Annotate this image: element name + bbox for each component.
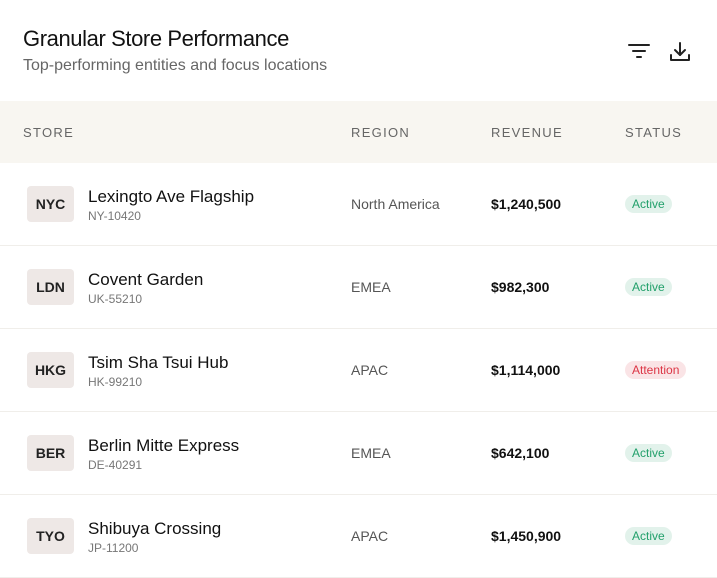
store-code: TYO: [27, 518, 74, 554]
store-id: HK-99210: [88, 375, 143, 389]
table-row[interactable]: BER Berlin Mitte Express DE-40291 EMEA $642,…: [0, 412, 717, 495]
revenue: $1,450,900: [491, 528, 562, 544]
download-button[interactable]: [668, 40, 692, 64]
revenue: $1,114,000: [491, 362, 561, 378]
table-row[interactable]: LDN Covent Garden UK-55210 EMEA $982,300 Acti…: [0, 246, 717, 329]
store-name: Shibuya Crossing: [88, 519, 222, 538]
column-header: REVENUE: [491, 125, 563, 140]
column-header: STATUS: [625, 125, 683, 140]
column-header: REGION: [351, 125, 411, 140]
store-code: HKG: [27, 352, 74, 388]
store-code: NYC: [27, 186, 74, 222]
store-name: Berlin Mitte Express: [88, 436, 240, 455]
status-badge: Active: [625, 278, 672, 296]
subtitle: Top-performing entities and focus locati…: [23, 57, 328, 74]
table-row[interactable]: HKG Tsim Sha Tsui Hub HK-99210 APAC $1,114,0…: [0, 329, 717, 412]
region: North America: [351, 196, 440, 212]
filter-button[interactable]: [627, 40, 651, 64]
region: APAC: [351, 528, 389, 544]
column-header: STORE: [23, 125, 75, 140]
store-name: Tsim Sha Tsui Hub: [88, 353, 229, 372]
store-code: BER: [27, 435, 74, 471]
status-badge: Attention: [625, 361, 687, 379]
store-id: UK-55210: [88, 292, 143, 306]
title: Granular Store Performance: [23, 26, 289, 51]
region: EMEA: [351, 445, 391, 461]
store-name: Covent Garden: [88, 270, 204, 289]
revenue: $642,100: [491, 445, 550, 461]
table-row[interactable]: NYC Lexingto Ave Flagship NY-10420 North Am…: [0, 163, 717, 246]
region: EMEA: [351, 279, 391, 295]
store-id: JP-11200: [88, 541, 139, 555]
store-id: DE-40291: [88, 458, 143, 472]
status-badge: Active: [625, 527, 672, 545]
region: APAC: [351, 362, 389, 378]
revenue: $982,300: [491, 279, 550, 295]
status-badge: Active: [625, 195, 672, 213]
store-id: NY-10420: [88, 209, 141, 223]
store-code: LDN: [27, 269, 74, 305]
status-badge: Active: [625, 444, 672, 462]
revenue: $1,240,500: [491, 196, 562, 212]
store-name: Lexingto Ave Flagship: [88, 187, 255, 206]
table-row[interactable]: TYO Shibuya Crossing JP-11200 APAC $1,450,90…: [0, 495, 717, 578]
table-header: STORE REGION REVENUE STATUS: [0, 101, 717, 163]
